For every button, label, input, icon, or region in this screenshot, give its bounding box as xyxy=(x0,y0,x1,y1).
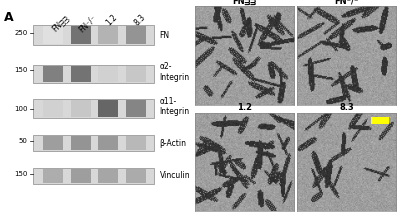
Text: FN⁻/⁻: FN⁻/⁻ xyxy=(77,13,98,34)
FancyBboxPatch shape xyxy=(126,66,146,82)
Text: 50: 50 xyxy=(19,138,28,144)
Text: 250: 250 xyxy=(14,30,28,36)
FancyBboxPatch shape xyxy=(71,26,91,44)
FancyBboxPatch shape xyxy=(98,136,118,150)
FancyBboxPatch shape xyxy=(33,25,154,45)
Text: B: B xyxy=(183,0,192,2)
Text: FNᴟᴟ: FNᴟᴟ xyxy=(50,13,70,33)
FancyBboxPatch shape xyxy=(126,169,146,183)
FancyBboxPatch shape xyxy=(71,100,91,117)
Text: 150: 150 xyxy=(14,67,28,73)
Text: FN: FN xyxy=(160,31,170,40)
Text: α11-
Integrin: α11- Integrin xyxy=(160,97,190,116)
Text: β-Actin: β-Actin xyxy=(160,139,186,148)
Title: FN⁻/⁻: FN⁻/⁻ xyxy=(334,0,359,6)
FancyBboxPatch shape xyxy=(33,65,154,83)
FancyBboxPatch shape xyxy=(33,168,154,184)
Text: α2-
Integrin: α2- Integrin xyxy=(160,62,190,81)
Text: A: A xyxy=(4,11,14,23)
FancyBboxPatch shape xyxy=(126,26,146,44)
FancyBboxPatch shape xyxy=(43,66,64,82)
FancyBboxPatch shape xyxy=(33,135,154,151)
FancyBboxPatch shape xyxy=(33,99,154,118)
Text: 150: 150 xyxy=(14,171,28,177)
FancyBboxPatch shape xyxy=(71,66,91,82)
Text: 100: 100 xyxy=(14,106,28,112)
FancyBboxPatch shape xyxy=(43,169,64,183)
FancyBboxPatch shape xyxy=(126,136,146,150)
Title: 8.3: 8.3 xyxy=(339,103,354,112)
FancyBboxPatch shape xyxy=(98,26,118,44)
FancyBboxPatch shape xyxy=(98,66,118,82)
Bar xyxy=(371,117,389,124)
FancyBboxPatch shape xyxy=(43,100,64,117)
Text: 1.2: 1.2 xyxy=(105,13,120,27)
Text: Vinculin: Vinculin xyxy=(160,172,190,180)
FancyBboxPatch shape xyxy=(98,169,118,183)
FancyBboxPatch shape xyxy=(71,136,91,150)
FancyBboxPatch shape xyxy=(43,136,64,150)
Text: 8.3: 8.3 xyxy=(132,13,147,28)
FancyBboxPatch shape xyxy=(126,100,146,117)
FancyBboxPatch shape xyxy=(98,100,118,117)
Title: FNᴟᴟ: FNᴟᴟ xyxy=(232,0,256,6)
FancyBboxPatch shape xyxy=(43,26,64,44)
FancyBboxPatch shape xyxy=(71,169,91,183)
Title: 1.2: 1.2 xyxy=(237,103,252,112)
